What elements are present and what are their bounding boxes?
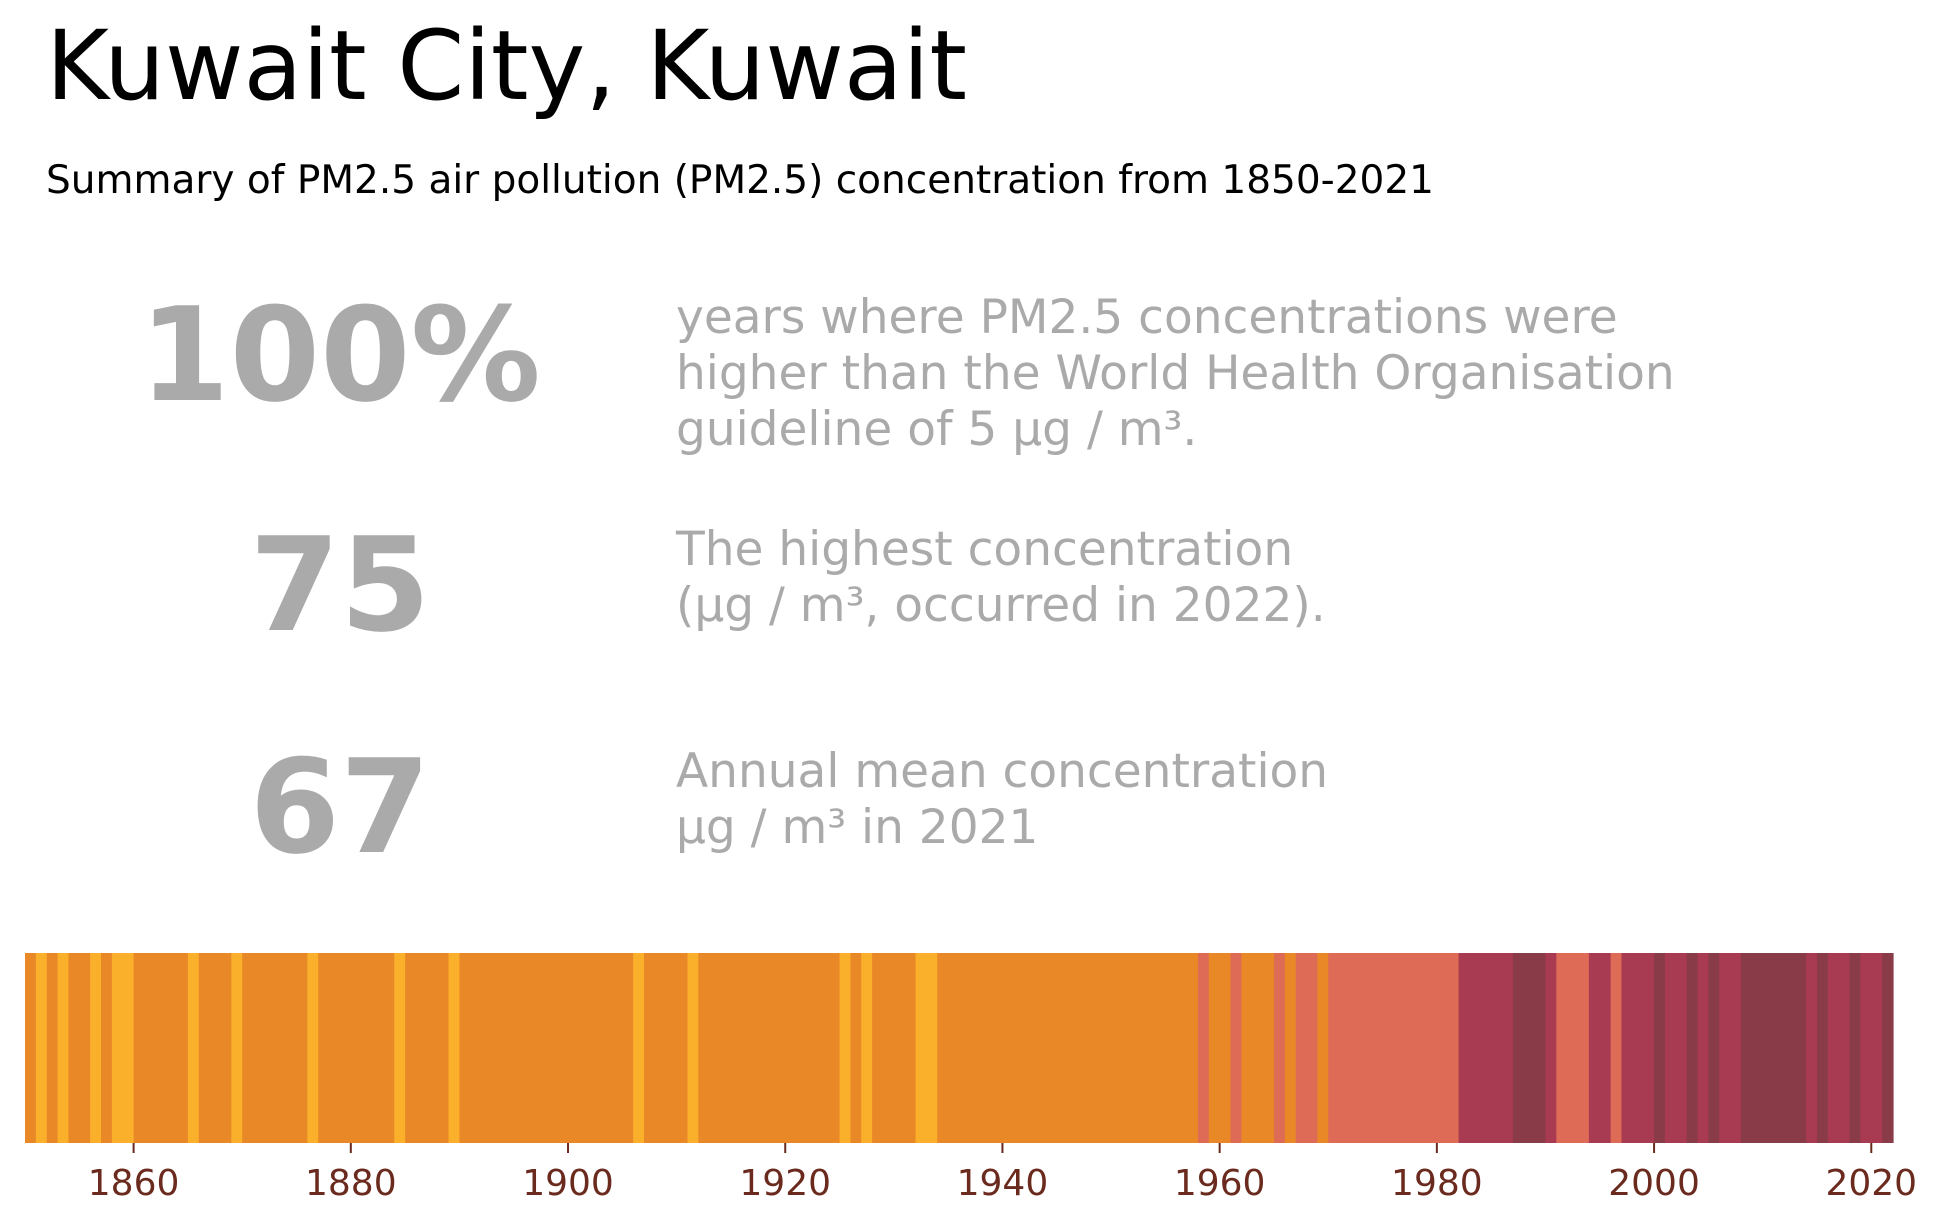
stripe-segment [1317, 953, 1329, 1143]
stripe-segment [1545, 953, 1557, 1143]
stripe-segment [242, 953, 308, 1143]
stripe-segment [25, 953, 37, 1143]
stripe-segment [1827, 953, 1851, 1143]
x-axis-ticks: 1860 1880 1900 1920 1940 1960 1980 2000 2020 [88, 1143, 1917, 1204]
stripe-segment [1860, 953, 1883, 1143]
stripe-segment [1328, 953, 1460, 1143]
stripe-segment [1512, 953, 1547, 1143]
stripe-segment [459, 953, 634, 1143]
stripe-segment [1697, 953, 1709, 1143]
stripe-bars [25, 953, 1894, 1143]
stripe-segment [1284, 953, 1297, 1143]
stat-value-percent: 100% [139, 279, 541, 431]
stripe-segment [1686, 953, 1699, 1143]
stripe-segment [1197, 953, 1210, 1143]
stripe-segment [861, 953, 873, 1143]
stripe-segment [394, 953, 406, 1143]
stripe-segment [1849, 953, 1862, 1143]
stripe-segment [1719, 953, 1742, 1143]
stripe-segment [937, 953, 1199, 1143]
stripe-segment [405, 953, 450, 1143]
stripe-segment [1458, 953, 1514, 1143]
stripe-segment [1664, 953, 1688, 1143]
x-tick-label: 1960 [1174, 1163, 1266, 1204]
stripe-segment [1556, 953, 1590, 1143]
stripe-segment [1654, 953, 1666, 1143]
stat-value-mean: 67 [249, 731, 431, 883]
stripe-segment [1610, 953, 1623, 1143]
stripe-segment [644, 953, 689, 1143]
stripe-segment [90, 953, 102, 1143]
stripe-segment [198, 953, 232, 1143]
stripe-segment [687, 953, 699, 1143]
x-tick-label: 1980 [1391, 1163, 1483, 1204]
stripe-segment [1208, 953, 1232, 1143]
stripe-segment [1816, 953, 1829, 1143]
x-tick-label: 1920 [739, 1163, 831, 1204]
stripe-segment [1230, 953, 1242, 1143]
x-tick-label: 1860 [88, 1163, 180, 1204]
stripe-segment [101, 953, 113, 1143]
stat-description-max: The highest concentration (µg / m³, occu… [676, 522, 1326, 633]
stat-description-percent: years where PM2.5 concentrations were hi… [676, 290, 1675, 457]
x-tick-label: 2000 [1608, 1163, 1700, 1204]
page-subtitle: Summary of PM2.5 air pollution (PM2.5) c… [46, 158, 1434, 203]
stat-value-max: 75 [249, 509, 431, 661]
stripe-segment [35, 953, 48, 1143]
page-title: Kuwait City, Kuwait [46, 10, 968, 122]
stripe-segment [1708, 953, 1720, 1143]
stripe-segment [1806, 953, 1818, 1143]
stripe-segment [850, 953, 862, 1143]
x-tick-label: 2020 [1825, 1163, 1917, 1204]
stripe-segment [1295, 953, 1318, 1143]
stripe-segment [872, 953, 917, 1143]
x-tick-label: 1940 [957, 1163, 1049, 1204]
stripe-segment [698, 953, 841, 1143]
stat-description-mean: Annual mean concentration µg / m³ in 202… [676, 744, 1329, 855]
stripe-segment [1588, 953, 1612, 1143]
stripe-segment [133, 953, 189, 1143]
stripe-segment [318, 953, 395, 1143]
stripe-segment [915, 953, 938, 1143]
stripe-segment [231, 953, 243, 1143]
x-tick-label: 1880 [305, 1163, 397, 1204]
stripe-segment [307, 953, 319, 1143]
stripe-segment [1882, 953, 1894, 1143]
stripe-segment [1241, 953, 1275, 1143]
stripe-segment [839, 953, 851, 1143]
stripe-segment [448, 953, 461, 1143]
stripe-segment [633, 953, 645, 1143]
stripe-segment [1621, 953, 1655, 1143]
stripe-segment [1273, 953, 1286, 1143]
stripe-segment [1740, 953, 1807, 1143]
stripe-segment [187, 953, 200, 1143]
x-tick-label: 1900 [522, 1163, 614, 1204]
stripe-segment [111, 953, 135, 1143]
stripe-segment [46, 953, 59, 1143]
stripe-segment [68, 953, 91, 1143]
stripe-segment [57, 953, 70, 1143]
